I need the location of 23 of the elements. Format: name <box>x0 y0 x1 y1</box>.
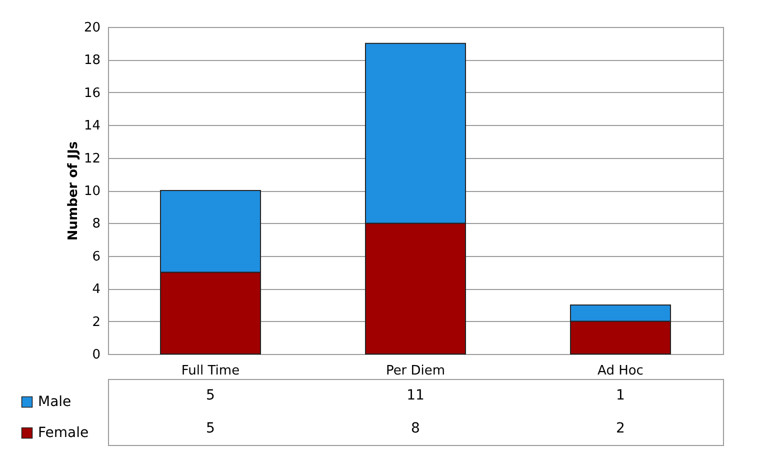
data-label: 2 <box>616 420 625 436</box>
data-label: 5 <box>206 388 215 404</box>
x-tick-label: Per Diem <box>386 364 446 378</box>
legend-label: Male <box>38 394 72 410</box>
data-label: 5 <box>206 420 215 436</box>
data-label: 8 <box>411 420 420 436</box>
y-tick-label: 6 <box>92 249 100 264</box>
legend-label: Female <box>38 425 89 441</box>
data-label: 11 <box>406 388 424 404</box>
y-tick-label: 16 <box>84 86 100 101</box>
data-label: 1 <box>616 388 625 404</box>
y-tick-label: 10 <box>84 184 100 199</box>
y-tick-label: 8 <box>92 216 100 232</box>
y-tick-label: 12 <box>84 151 100 166</box>
y-tick-label: 2 <box>92 314 100 330</box>
x-tick-label: Ad Hoc <box>598 364 644 378</box>
y-tick-label: 0 <box>92 348 100 362</box>
y-tick-label: 18 <box>84 53 100 68</box>
x-tick-label: Full Time <box>181 364 240 378</box>
y-tick-label: 14 <box>84 118 100 134</box>
y-tick-label: 20 <box>84 20 100 36</box>
y-axis-title: Number of JJs <box>66 141 81 241</box>
y-tick-label: 4 <box>92 282 100 298</box>
